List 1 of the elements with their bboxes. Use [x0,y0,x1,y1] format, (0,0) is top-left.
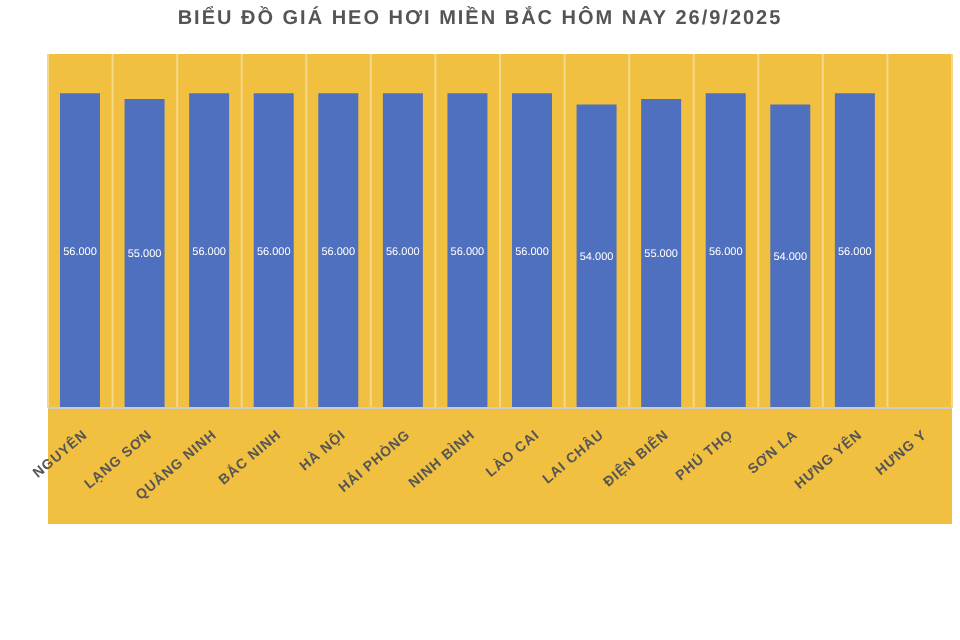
chart-title: BIỂU ĐỒ GIÁ HEO HƠI MIỀN BẮC HÔM NAY 26/9/2025 [175,8,785,30]
